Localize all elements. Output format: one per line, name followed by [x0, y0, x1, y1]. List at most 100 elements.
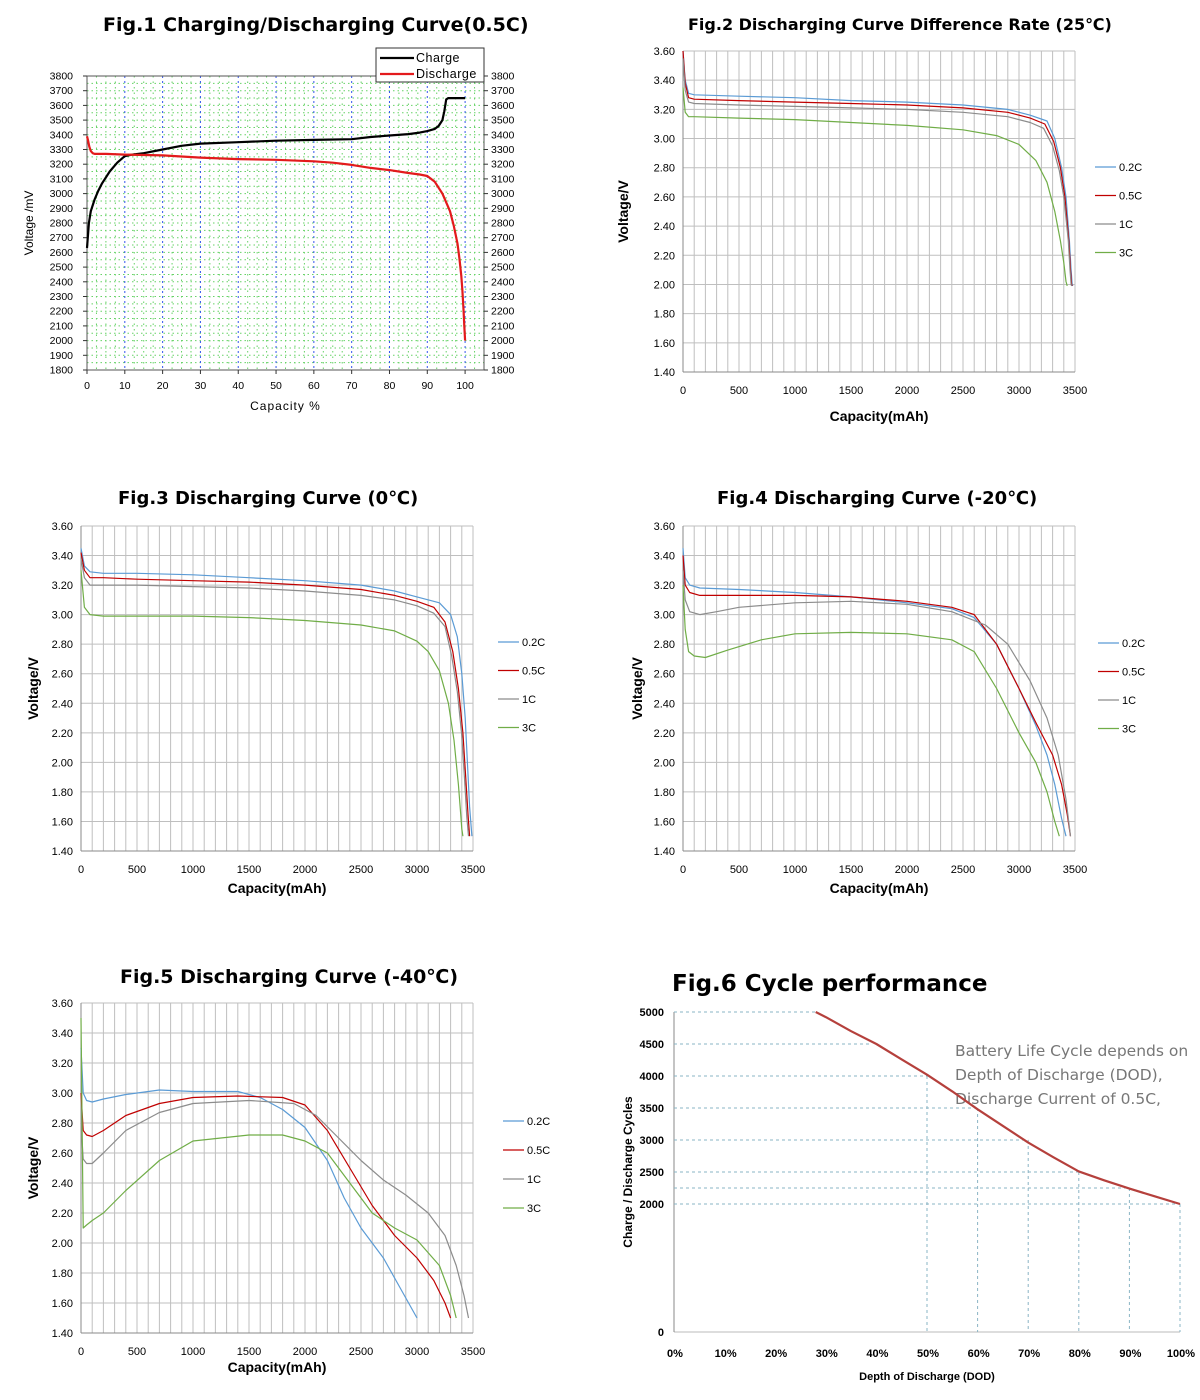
fig1-ytick-label: 1800 [50, 365, 74, 377]
fig2-legend-label: 0.5C [1119, 191, 1142, 203]
fig5-ytick-label: 3.40 [52, 1028, 73, 1040]
fig3-xtick-label: 1000 [181, 864, 205, 876]
fig5-legend-label: 0.2C [527, 1116, 550, 1128]
fig2-series-0-5c-line [682, 50, 1073, 287]
fig4-xtick-label: 2500 [951, 864, 975, 876]
fig2-series-1c-line [682, 58, 1073, 287]
fig1-xtick-label: 30 [195, 380, 207, 392]
fig2-ytick-label: 1.80 [654, 309, 675, 321]
fig2-ytick-label: 2.00 [654, 279, 675, 291]
fig5-title: Fig.5 Discharging Curve (-40℃) [120, 966, 459, 988]
fig3-xtick-label: 0 [78, 864, 84, 876]
fig4-xtick-label: 3000 [1007, 864, 1031, 876]
fig1-ytick-label-right: 3500 [491, 115, 515, 127]
fig4-ylabel: Voltage/V [629, 656, 645, 719]
fig5-ylabel: Voltage/V [25, 1136, 41, 1199]
fig1-ytick-label-right: 1900 [491, 350, 515, 362]
fig1-ytick-label-right: 2100 [491, 320, 515, 332]
fig6-xtick-label: 90% [1119, 1348, 1141, 1360]
fig3-xtick-label: 1500 [237, 864, 261, 876]
fig1-ytick-label: 3500 [50, 115, 74, 127]
fig2-ytick-label: 3.20 [654, 104, 675, 116]
fig1-ytick-label-right: 3200 [491, 159, 515, 171]
fig1-ytick-label: 2000 [50, 335, 74, 347]
fig4-xlabel: Capacity(mAh) [830, 880, 929, 896]
fig6-xtick-label: 40% [866, 1348, 888, 1360]
fig1-ytick-label: 3400 [50, 129, 74, 141]
fig3-ytick-label: 2.40 [52, 698, 73, 710]
fig2-ytick-label: 2.60 [654, 192, 675, 204]
fig5-series-0-5c-line [80, 1092, 452, 1319]
fig3-xtick-label: 3000 [405, 864, 429, 876]
fig6-ytick-label: 2000 [640, 1199, 664, 1211]
fig3-ytick-label: 2.00 [52, 757, 73, 769]
fig5-legend-label: 0.5C [527, 1145, 550, 1157]
fig5-ytick-label: 2.80 [52, 1118, 73, 1130]
fig1-xtick-label: 50 [270, 380, 282, 392]
fig1-ytick-label-right: 2000 [491, 335, 515, 347]
fig6-series-cycles-line [815, 1011, 1181, 1206]
fig1-xtick-label: 60 [308, 380, 320, 392]
fig5-ytick-label: 3.60 [52, 998, 73, 1010]
fig5-ytick-label: 1.80 [52, 1268, 73, 1280]
fig5-ytick-label: 3.00 [52, 1088, 73, 1100]
fig1-xtick-label: 20 [157, 380, 169, 392]
fig3-ytick-label: 1.40 [52, 846, 73, 858]
fig3-series-0-5c-line [80, 552, 471, 837]
fig5-ytick-label: 1.60 [52, 1298, 73, 1310]
fig3-series-3c-line [80, 570, 464, 837]
fig1-ytick-label: 3800 [50, 71, 74, 83]
fig4-ytick-label: 2.80 [654, 639, 675, 651]
fig2-xtick-label: 3000 [1007, 385, 1031, 397]
fig4-ytick-label: 1.80 [654, 787, 675, 799]
fig6-xtick-label: 30% [816, 1348, 838, 1360]
fig2-xtick-label: 3500 [1063, 385, 1087, 397]
fig6-ytick-label: 3500 [640, 1103, 664, 1115]
fig5-xtick-label: 2500 [349, 1346, 373, 1358]
fig4-legend-label: 3C [1122, 724, 1136, 736]
fig4-xtick-label: 0 [680, 864, 686, 876]
fig2-xlabel: Capacity(mAh) [830, 408, 929, 424]
fig5-legend-label: 3C [527, 1203, 541, 1215]
fig5-xtick-label: 2000 [293, 1346, 317, 1358]
fig1-ytick-label-right: 3300 [491, 144, 515, 156]
fig1-xtick-label: 40 [232, 380, 244, 392]
fig3-xlabel: Capacity(mAh) [228, 880, 327, 896]
fig1-ytick-label-right: 2300 [491, 291, 515, 303]
fig2-legend-label: 0.2C [1119, 162, 1142, 174]
fig5-ytick-label: 3.20 [52, 1058, 73, 1070]
fig3-ytick-label: 2.20 [52, 728, 73, 740]
fig3-ytick-label: 1.80 [52, 787, 73, 799]
fig6-ytick-label: 2500 [640, 1167, 664, 1179]
fig4-xtick-label: 1500 [839, 864, 863, 876]
fig3-ytick-label: 2.60 [52, 669, 73, 681]
fig6-ytick-label: 4500 [640, 1039, 664, 1051]
fig3-series-1c-line [80, 558, 470, 837]
fig1-ytick-label: 2400 [50, 276, 74, 288]
fig5-series-1c-line [80, 1099, 470, 1319]
fig2-title: Fig.2 Discharging Curve Difference Rate … [688, 15, 1112, 34]
fig4-legend-label: 0.5C [1122, 667, 1145, 679]
fig4-ytick-label: 3.00 [654, 610, 675, 622]
fig1-xtick-label: 90 [421, 380, 433, 392]
fig1-ytick-label: 2500 [50, 262, 74, 274]
fig2-ytick-label: 1.60 [654, 338, 675, 350]
fig5-ytick-label: 2.40 [52, 1178, 73, 1190]
fig1-ytick-label-right: 2200 [491, 306, 515, 318]
fig5-xtick-label: 0 [78, 1346, 84, 1358]
fig5-ytick-label: 2.60 [52, 1148, 73, 1160]
fig1-plot-frame [86, 75, 485, 371]
fig1-ytick-label: 3000 [50, 188, 74, 200]
fig1-legend-box [375, 47, 485, 83]
fig3-ytick-label: 3.00 [52, 610, 73, 622]
fig5-xtick-label: 500 [128, 1346, 146, 1358]
fig6-ytick-label: 0 [658, 1327, 664, 1339]
fig3-legend-label: 0.5C [522, 666, 545, 678]
fig2-ytick-label: 2.80 [654, 163, 675, 175]
fig2-xtick-label: 1000 [783, 385, 807, 397]
fig3-ylabel: Voltage/V [25, 656, 41, 719]
fig1-ytick-label-right: 1800 [491, 365, 515, 377]
fig1-ytick-label-right: 2500 [491, 262, 515, 274]
fig4-ytick-label: 1.60 [654, 816, 675, 828]
